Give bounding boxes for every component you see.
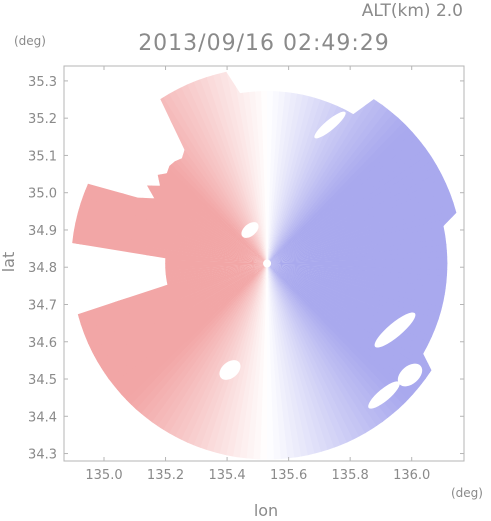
radar-field	[72, 71, 457, 460]
chart-title: 2013/09/16 02:49:29	[138, 31, 390, 56]
velocity-wedge	[267, 262, 457, 273]
velocity-wedge	[267, 263, 457, 300]
altitude-label: ALT(km) 2.0	[362, 1, 463, 21]
y-tick-label: 34.3	[28, 448, 57, 463]
velocity-wedge	[72, 227, 268, 264]
y-tick-label: 34.4	[28, 410, 57, 425]
velocity-wedge	[267, 71, 295, 264]
y-tick-label: 34.8	[28, 261, 57, 276]
velocity-wedge	[258, 263, 268, 460]
velocity-wedge	[267, 263, 457, 336]
plot-frame	[63, 65, 465, 462]
y-tick-label: 35.3	[28, 75, 57, 90]
velocity-wedge	[267, 263, 457, 318]
velocity-wedge	[267, 71, 304, 264]
y-tick-label: 34.5	[28, 373, 57, 388]
y-tick-label: 35.2	[28, 112, 57, 127]
y-axis-label: lat	[0, 252, 18, 273]
velocity-wedge	[267, 71, 322, 264]
velocity-wedge	[267, 263, 457, 327]
no-data-gap	[374, 312, 416, 348]
y-tick-label: 34.9	[28, 224, 57, 239]
velocity-wedge	[248, 263, 268, 460]
no-data-gap	[314, 111, 346, 139]
x-tick-label: 135.0	[85, 468, 122, 483]
velocity-wedge	[267, 263, 457, 309]
no-data-gap	[219, 360, 241, 380]
x-tick-label: 136.0	[393, 468, 430, 483]
velocity-wedge	[230, 263, 268, 460]
no-data-gap	[368, 381, 400, 409]
no-data-gap	[397, 363, 423, 387]
y-tick-label: 34.7	[28, 298, 57, 313]
y-tick-label: 35.0	[28, 187, 57, 202]
velocity-wedge	[266, 71, 277, 264]
y-tick-label: 34.6	[28, 336, 57, 351]
axis-ticks: 135.0 135.2 135.4 135.6 135.8 136.0 34.3 34.4 34…	[28, 66, 464, 483]
x-tick-label: 135.4	[208, 468, 245, 483]
velocity-wedge	[239, 263, 268, 460]
y-unit-label: (deg)	[14, 34, 46, 48]
no-data-gap	[241, 222, 259, 238]
x-axis-label: lon	[254, 501, 278, 520]
y-tick-label: 35.1	[28, 149, 57, 164]
x-tick-label: 135.2	[147, 468, 184, 483]
x-tick-label: 135.8	[332, 468, 369, 483]
velocity-wedge	[267, 71, 313, 264]
x-unit-label: (deg)	[451, 486, 483, 500]
x-tick-label: 135.6	[270, 468, 307, 483]
radar-center-marker	[263, 259, 272, 268]
velocity-wedge	[267, 263, 457, 282]
velocity-wedge	[267, 263, 457, 291]
velocity-wedge	[267, 71, 286, 264]
